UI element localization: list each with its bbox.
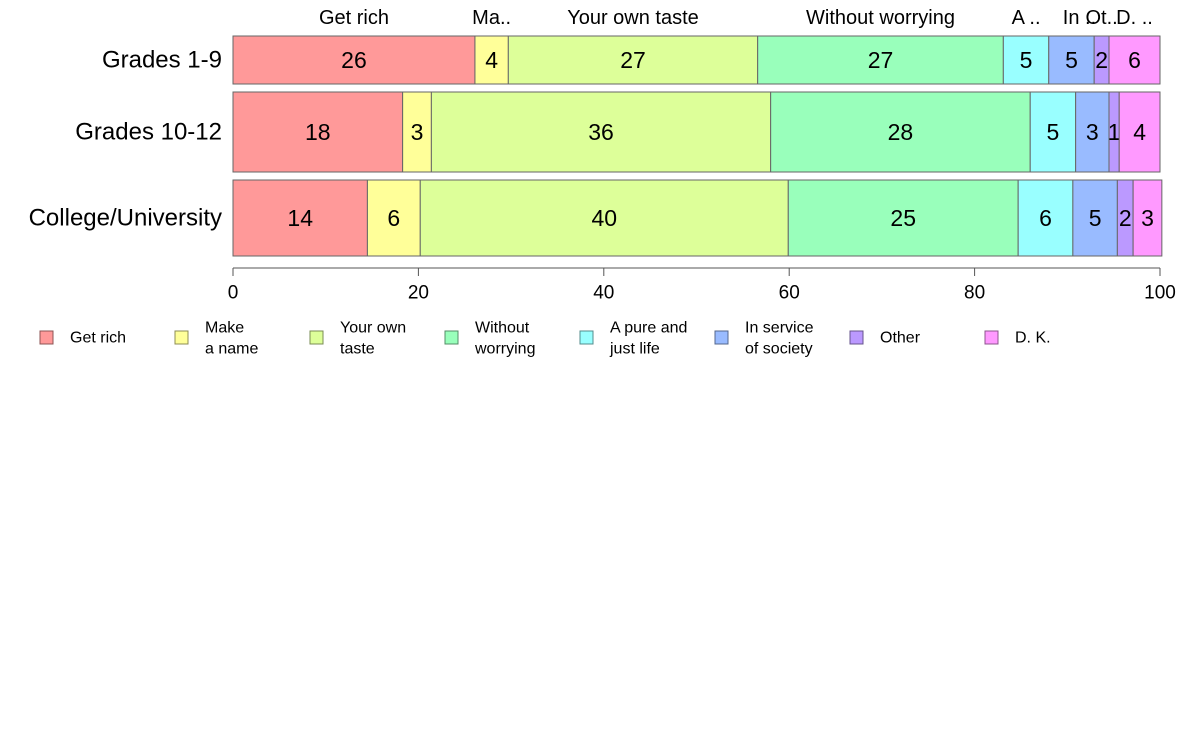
x-tick-label: 80	[964, 283, 985, 304]
category-label: Grades 10-12	[75, 119, 222, 146]
series-top-label: Get rich	[319, 7, 389, 29]
bar-segment	[1118, 91, 1161, 173]
data-label: 2	[1119, 205, 1132, 231]
bar-segment	[1075, 91, 1110, 173]
legend-label: Without	[475, 320, 530, 337]
data-label: 5	[1047, 119, 1060, 145]
data-label: 14	[287, 205, 313, 231]
data-label: 18	[305, 119, 331, 145]
legend-label: D. K.	[1015, 330, 1051, 347]
data-label: 26	[341, 47, 367, 73]
bar-segment	[1002, 35, 1050, 85]
data-label: 5	[1089, 205, 1102, 231]
bar-segment	[507, 35, 759, 85]
bar-segment	[474, 35, 509, 85]
bar-segment	[787, 179, 1019, 257]
legend-swatch	[444, 330, 459, 345]
bar-segment	[1048, 35, 1095, 85]
data-label: 27	[620, 47, 646, 73]
x-tick-label: 20	[408, 283, 429, 304]
data-label: 3	[411, 119, 424, 145]
bar-segment	[430, 91, 772, 173]
bar-segment	[1072, 179, 1118, 257]
legend-label: taste	[340, 341, 375, 358]
data-label: 5	[1020, 47, 1033, 73]
series-top-label: Ot..	[1085, 7, 1117, 29]
bar-segment	[366, 179, 421, 257]
data-label: 28	[888, 119, 914, 145]
data-label: 3	[1086, 119, 1099, 145]
legend-swatch	[309, 330, 324, 345]
data-label: 40	[591, 205, 617, 231]
bar-segment	[770, 91, 1031, 173]
legend-label: Get rich	[70, 330, 126, 347]
category-label: Grades 1-9	[102, 47, 222, 74]
bar-segment	[1017, 179, 1074, 257]
bar-segment	[232, 179, 368, 257]
legend-label: Make	[205, 320, 244, 337]
x-tick-label: 100	[1144, 283, 1176, 304]
x-tick-label: 60	[779, 283, 800, 304]
bar-segment	[402, 91, 432, 173]
series-top-label: Without worrying	[806, 7, 955, 29]
data-label: 36	[588, 119, 614, 145]
series-top-label: A ..	[1012, 7, 1041, 29]
bar-segment	[419, 179, 789, 257]
series-top-label: Ma..	[472, 7, 511, 29]
legend-swatch	[714, 330, 729, 345]
data-label: 6	[1128, 47, 1141, 73]
bar-segment	[232, 91, 404, 173]
x-tick-label: 0	[228, 283, 239, 304]
legend-label: Your own	[340, 320, 406, 337]
data-label: 27	[868, 47, 894, 73]
category-label: College/University	[29, 205, 222, 232]
legend-label: of society	[745, 341, 813, 358]
bar-segment	[232, 35, 476, 85]
legend-label: Other	[880, 330, 921, 347]
data-label: 5	[1065, 47, 1078, 73]
series-top-label: In ..	[1063, 7, 1096, 29]
legend-label: A pure and	[610, 320, 687, 337]
legend-label: just life	[609, 341, 660, 358]
legend-swatch	[579, 330, 594, 345]
legend-label: worrying	[474, 341, 535, 358]
legend-swatch	[39, 330, 54, 345]
series-top-label: Your own taste	[567, 7, 699, 29]
x-tick-label: 40	[593, 283, 614, 304]
data-label: 4	[1133, 119, 1146, 145]
data-label: 2	[1095, 47, 1108, 73]
series-top-label: D. ..	[1116, 7, 1153, 29]
data-label: 25	[890, 205, 916, 231]
bar-segment	[757, 35, 1004, 85]
data-label: 1	[1108, 119, 1121, 145]
legend-swatch	[174, 330, 189, 345]
bar-segment	[1029, 91, 1077, 173]
legend-swatch	[984, 330, 999, 345]
bar-segment	[1108, 35, 1161, 85]
legend-label: In service	[745, 320, 814, 337]
legend-swatch	[849, 330, 864, 345]
data-label: 3	[1141, 205, 1154, 231]
data-label: 6	[1039, 205, 1052, 231]
legend-label: a name	[205, 341, 258, 358]
bar-segment	[1132, 179, 1163, 257]
data-label: 4	[485, 47, 498, 73]
data-label: 6	[387, 205, 400, 231]
